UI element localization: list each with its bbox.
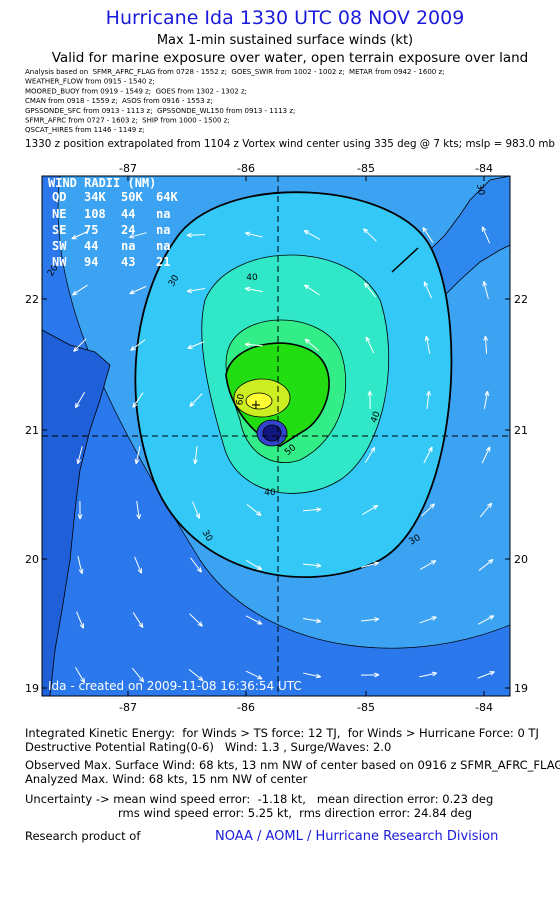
footer: Integrated Kinetic Energy: for Winds > T…: [25, 726, 560, 820]
radii-cell: 43: [121, 255, 135, 269]
lat-label-left: 21: [25, 424, 39, 437]
lon-label-bottom: -86: [237, 701, 255, 714]
source-line: CMAN from 0918 - 1559 z; ASOS from 0916 …: [25, 97, 213, 105]
footer-line: Observed Max. Surface Wind: 68 kts, 13 n…: [25, 758, 560, 772]
position-note: 1330 z position extrapolated from 1104 z…: [25, 138, 555, 150]
radii-title: WIND RADII (NM): [48, 176, 156, 190]
source-line: SFMR_AFRC from 0727 - 1603 z; SHIP from …: [25, 117, 230, 125]
validity: Valid for marine exposure over water, op…: [52, 50, 529, 66]
radii-header: 64K: [156, 190, 178, 204]
radii-cell: na: [156, 207, 170, 221]
radii-cell: na: [121, 239, 135, 253]
radii-cell: 108: [84, 207, 106, 221]
lon-label-top: -84: [475, 162, 493, 175]
lon-label-top: -85: [357, 162, 375, 175]
contour-label: 30: [474, 183, 486, 196]
lat-label-left: 22: [25, 293, 39, 306]
footer-line: Uncertainty -> mean wind speed error: -1…: [25, 792, 493, 806]
credit: NOAA / AOML / Hurricane Research Divisio…: [215, 829, 498, 844]
source-line: MOORED_BUOY from 0919 - 1549 z; GOES fro…: [25, 87, 247, 95]
credit-prefix: Research product of: [25, 829, 141, 843]
lat-label-left: 19: [25, 682, 39, 695]
contour-label: 40: [264, 488, 276, 498]
max-wind-marker: +: [251, 398, 262, 413]
radii-cell: 75: [84, 223, 98, 237]
footer-line: rms wind speed error: 5.25 kt, rms direc…: [118, 806, 472, 820]
lon-label-bottom: -84: [475, 701, 493, 714]
radii-cell: 94: [84, 255, 98, 269]
subtitle: Max 1-min sustained surface winds (kt): [157, 33, 413, 48]
contour-label: 40: [246, 273, 258, 283]
sources: Analysis based on SFMR_AFRC_FLAG from 07…: [25, 68, 445, 134]
wind-arrow: [187, 235, 205, 236]
radii-cell: SW: [52, 239, 67, 253]
footer-line: Integrated Kinetic Energy: for Winds > T…: [25, 726, 539, 740]
contour-label: 60: [235, 393, 247, 406]
source-line: GPSSONDE_SFC from 0913 - 1113 z; GPSSOND…: [25, 107, 295, 115]
radii-cell: na: [156, 223, 170, 237]
radii-cell: NE: [52, 207, 66, 221]
lat-label-right: 20: [514, 553, 528, 566]
lon-label-bottom: -85: [357, 701, 375, 714]
radii-header: 50K: [121, 190, 143, 204]
source-line: WEATHER_FLOW from 0915 - 1540 z;: [25, 78, 155, 86]
footer-line: Destructive Potential Rating(0-6) Wind: …: [25, 740, 391, 754]
radii-cell: na: [156, 239, 170, 253]
lat-label-right: 22: [514, 293, 528, 306]
map-credit: Ida - created on 2009-11-08 16:36:54 UTC: [48, 679, 302, 693]
radii-cell: 21: [156, 255, 170, 269]
radii-cell: 44: [84, 239, 98, 253]
source-line: QSCAT_HIRES from 1146 - 1149 z;: [25, 126, 145, 134]
radii-cell: 44: [121, 207, 135, 221]
footer-line: Analyzed Max. Wind: 68 kts, 15 nm NW of …: [25, 772, 308, 786]
lon-label-top: -87: [119, 162, 137, 175]
lat-label-left: 20: [25, 553, 39, 566]
lon-label-top: -86: [237, 162, 255, 175]
radii-cell: 24: [121, 223, 135, 237]
radii-header: 34K: [84, 190, 106, 204]
radii-header: QD: [52, 190, 66, 204]
lon-label-bottom: -87: [119, 701, 137, 714]
lat-label-right: 21: [514, 424, 528, 437]
title: Hurricane Ida 1330 UTC 08 NOV 2009: [106, 7, 465, 29]
radii-cell: SE: [52, 223, 66, 237]
source-line: Analysis based on SFMR_AFRC_FLAG from 07…: [25, 68, 445, 76]
lat-label-right: 19: [514, 682, 528, 695]
radii-cell: NW: [52, 255, 67, 269]
